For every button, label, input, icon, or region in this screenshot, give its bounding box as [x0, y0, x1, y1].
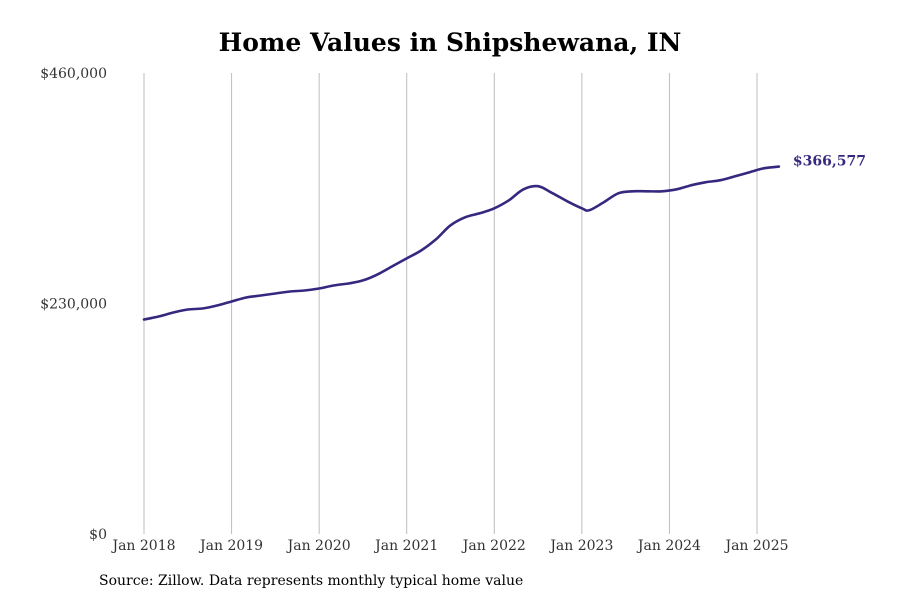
y-axis-ticks: $0 $230,000 $460,000 [40, 66, 107, 543]
x-tick-label: Jan 2025 [723, 538, 788, 554]
y-tick-label: $0 [89, 527, 107, 543]
y-tick-label: $230,000 [40, 297, 107, 313]
x-axis-ticks: Jan 2018 Jan 2019 Jan 2020 Jan 2021 Jan 2022… [110, 538, 788, 554]
x-tick-label: Jan 2023 [548, 538, 613, 554]
y-tick-label: $460,000 [40, 66, 107, 82]
x-tick-label: Jan 2022 [461, 538, 526, 554]
source-note: Source: Zillow. Data represents monthly … [99, 573, 524, 589]
series-line [142, 165, 781, 321]
chart-title: Home Values in Shipshewana, IN [218, 28, 682, 57]
gridlines [143, 73, 758, 534]
end-value-label: $366,577 [793, 154, 866, 170]
x-tick-label: Jan 2024 [636, 538, 701, 554]
x-tick-label: Jan 2020 [286, 538, 351, 554]
x-tick-label: Jan 2021 [373, 538, 438, 554]
x-tick-label: Jan 2019 [198, 538, 263, 554]
x-tick-label: Jan 2018 [110, 538, 175, 554]
